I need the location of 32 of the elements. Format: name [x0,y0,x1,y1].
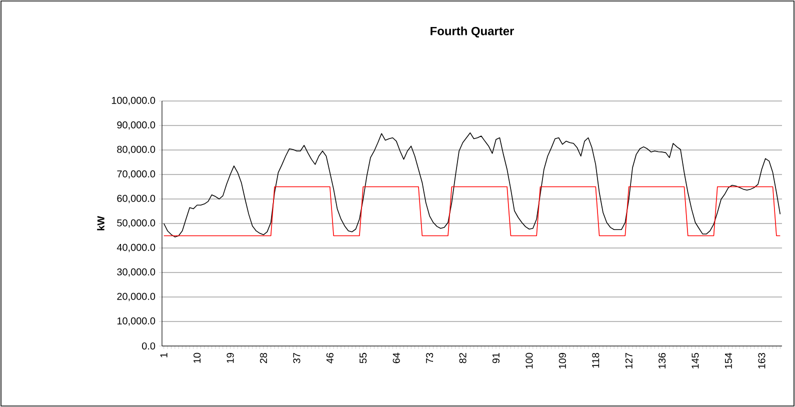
y-axis-title: kW [97,216,104,230]
y-tick-label: 0.0 [142,342,156,350]
x-tick-label: 10 [194,352,201,363]
x-tick-label: 145 [692,352,699,368]
x-tick-label: 91 [492,353,500,364]
y-tick-label: 20,000.0 [117,292,156,302]
y-tick-label: 40,000.0 [116,244,156,252]
x-tick-label: 109 [558,352,566,368]
y-tick-label: 80,000.0 [117,146,156,154]
x-tick-label: 82 [459,353,466,364]
x-tick-label: 118 [592,352,600,368]
x-tick-label: 100 [526,352,533,368]
y-tick-label: 10,000.0 [117,317,156,326]
x-tick-label: 1 [160,352,168,358]
x-tick-label: 46 [326,352,334,364]
y-tick-label: 100,000.0 [112,96,156,106]
x-tick-label: 64 [392,352,400,364]
y-tick-label: 50,000.0 [117,219,156,228]
x-tick-label: 154 [725,352,732,368]
x-tick-label: 28 [260,352,268,364]
x-tick-label: 127 [625,353,632,368]
y-tick-label: 30,000.0 [117,268,156,277]
x-tick-label: 37 [293,353,300,364]
y-tick-label: 90,000.0 [117,121,156,130]
y-tick-label: 60,000.0 [117,194,156,204]
chart-title: Fourth Quarter [430,26,514,38]
x-tick-label: 73 [426,352,434,364]
x-tick-label: 136 [658,352,666,368]
x-tick-label: 19 [226,352,234,363]
x-tick-label: 55 [360,352,367,364]
x-tick-label: 163 [758,352,766,368]
y-tick-label: 70,000.0 [117,170,156,179]
